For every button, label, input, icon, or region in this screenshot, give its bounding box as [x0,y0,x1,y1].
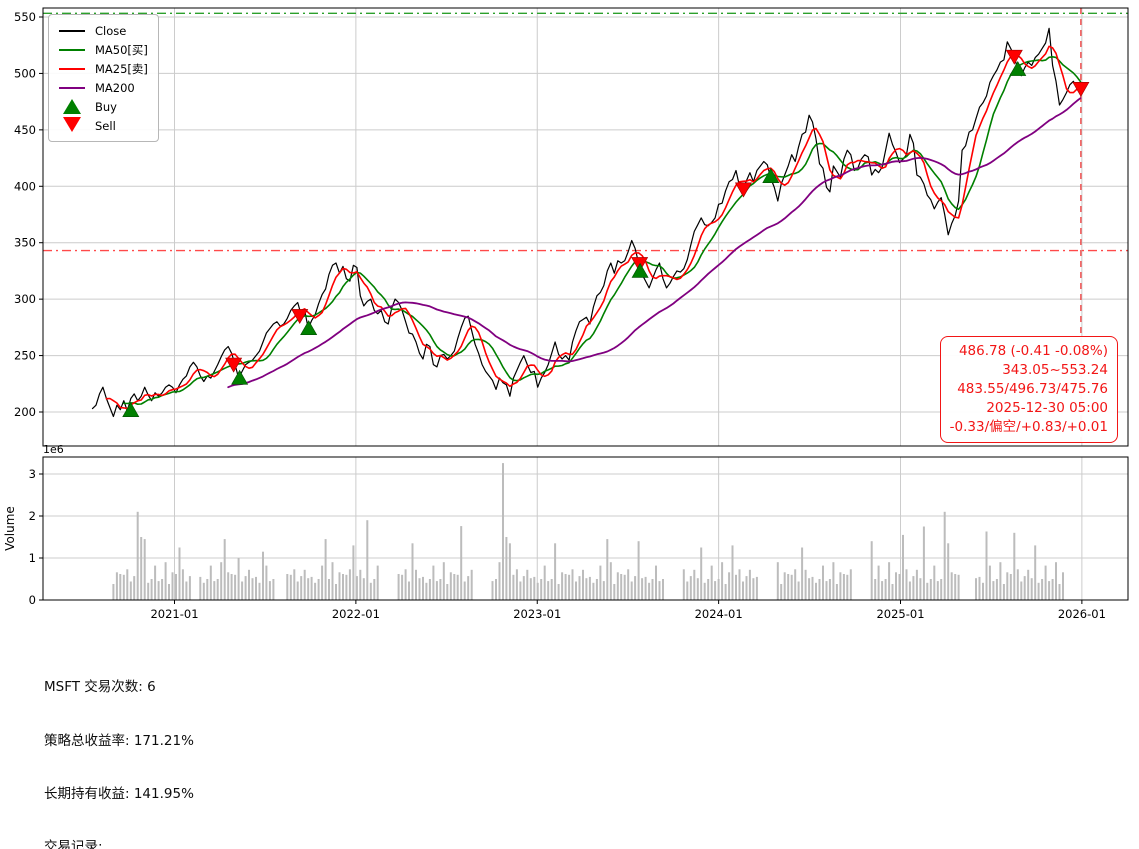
ma200-line-swatch [57,86,87,89]
legend-item-ma200: MA200 [57,78,148,97]
legend-item-buy: Buy [57,97,148,116]
volume-panel-border [42,456,1129,601]
sell-marker [1005,49,1023,65]
sell-marker [291,309,309,324]
price-tick-label: 250 [14,349,36,363]
legend-label: Close [95,23,127,38]
ma25-line [105,45,1082,410]
ma25-line-swatch [57,67,87,70]
x-tick-label: 2022-01 [332,607,380,621]
annotation-line-signal: -0.33/偏空/+0.83/+0.01 [949,419,1108,435]
volume-offset-label: 1e6 [43,443,64,456]
axis-tick-labels: 200 250 300 350 400 450 500 550 0 1 2 3 2021-01 2022-… [14,10,1106,621]
volume-tick-label: 0 [29,593,36,607]
sell-marker-icon [57,117,87,132]
sell-marker [734,182,752,198]
strategy-stats: MSFT 交易次数: 6 策略总收益率: 171.21% 长期持有收益: 141… [44,644,574,849]
annotation-line-range: 343.05~553.24 [1002,362,1108,378]
ma50-line [123,55,1082,406]
legend-label: MA50[买] [95,42,148,57]
price-tick-label: 300 [14,292,36,306]
stat-buyhold-return: 长期持有收益: 141.95% [44,785,194,802]
annotation-line-datetime: 2025-12-30 05:00 [986,400,1108,416]
price-tick-label: 400 [14,179,36,193]
buy-marker [1009,61,1027,76]
quote-annotation-box: 486.78 (-0.41 -0.08%) 343.05~553.24 483.… [939,336,1118,443]
volume-tick-label: 2 [29,509,36,523]
stat-trade-count: MSFT 交易次数: 6 [44,679,156,696]
price-tick-label: 350 [14,236,36,250]
x-tick-label: 2026-01 [1058,607,1106,621]
ma200-line [227,97,1082,389]
legend-item-ma50: MA50[买] [57,40,148,59]
stat-trades-title: 交易记录: [44,838,103,849]
gridlines [43,8,1128,601]
price-tick-label: 500 [14,66,36,80]
volume-bars [112,463,1064,600]
x-tick-label: 2025-01 [876,607,924,621]
buy-marker [300,320,318,336]
axis-ticks [39,16,1083,604]
legend-label: MA25[卖] [95,61,148,76]
volume-tick-label: 1 [29,551,36,565]
buy-marker [762,168,780,183]
stat-strategy-return: 策略总收益率: 171.21% [44,732,194,749]
sell-marker [1072,82,1090,97]
price-panel-border [42,7,1129,447]
volume-ylabel: Volume [3,506,17,551]
x-tick-label: 2023-01 [513,607,561,621]
volume-tick-label: 3 [29,467,36,481]
trade-markers [122,49,1090,417]
price-tick-label: 450 [14,123,36,137]
price-tick-label: 200 [14,405,36,419]
buy-marker [631,262,649,278]
sell-marker [225,357,243,373]
price-tick-label: 550 [14,10,36,24]
buy-marker [122,402,140,417]
legend: Close MA50[买] MA25[卖] MA200 Buy Sell [48,14,159,142]
x-tick-label: 2021-01 [150,607,198,621]
legend-item-close: Close [57,21,148,40]
legend-item-ma25: MA25[卖] [57,59,148,78]
legend-item-sell: Sell [57,116,148,135]
close-line [91,27,1082,418]
buy-marker-icon [57,99,87,114]
buy-marker [231,369,249,385]
legend-label: Buy [95,99,117,114]
legend-label: Sell [95,118,116,133]
x-tick-label: 2024-01 [695,607,743,621]
annotation-line-price: 486.78 (-0.41 -0.08%) [958,343,1108,359]
ma50-line-swatch [57,48,87,51]
annotation-line-ohlc: 483.55/496.73/475.76 [957,381,1108,397]
close-line-swatch [57,29,87,32]
legend-label: MA200 [95,80,135,95]
